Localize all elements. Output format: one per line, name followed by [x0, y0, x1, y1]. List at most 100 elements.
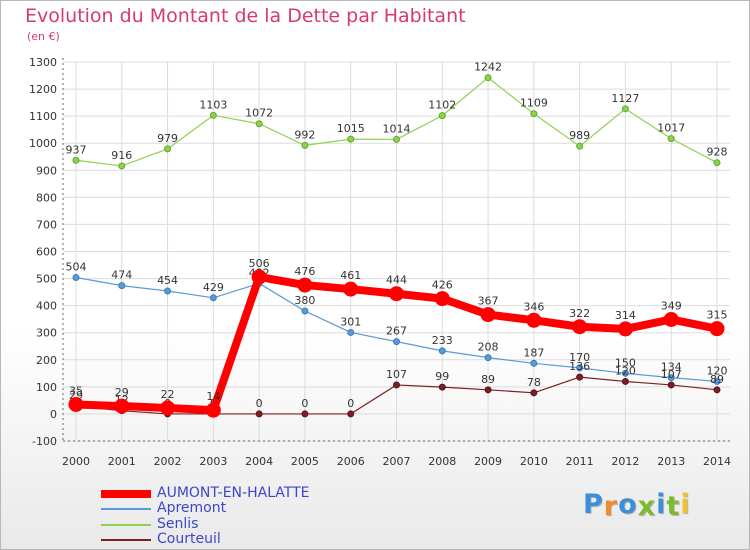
series-apremont: 5044744544294823803012672332081871701501…: [66, 260, 728, 385]
data-point: [576, 373, 584, 381]
data-label: 992: [294, 128, 315, 141]
data-point: [255, 120, 263, 128]
data-point: [343, 281, 359, 297]
data-label: 29: [115, 386, 129, 399]
logo-letter: i: [656, 489, 667, 520]
y-tick-label: 500: [36, 273, 57, 286]
data-point: [389, 286, 404, 302]
y-tick-label: 1300: [29, 56, 57, 69]
y-tick-label: 400: [36, 300, 57, 313]
data-label: 107: [386, 368, 407, 381]
data-label: 504: [66, 260, 87, 273]
data-point: [526, 312, 542, 328]
data-point: [301, 141, 309, 149]
y-tick-label: 200: [36, 354, 57, 367]
data-label: 1102: [428, 99, 456, 112]
data-label: 1015: [337, 122, 365, 135]
series-aumont-en-halatte: 35 29 22 14 506 476 461 444 426 367 346 322 314 349 31…: [68, 257, 728, 418]
legend-swatch: [101, 490, 151, 498]
data-point: [393, 381, 400, 389]
data-point: [713, 386, 721, 394]
logo-letter: i: [680, 489, 691, 520]
data-point: [438, 347, 446, 355]
data-point: [663, 311, 679, 327]
data-point: [434, 291, 450, 307]
x-tick-label: 2008: [428, 455, 456, 468]
x-tick-label: 2001: [108, 455, 136, 468]
data-label: 267: [386, 325, 407, 338]
data-label: 322: [569, 307, 590, 320]
data-point: [347, 410, 355, 418]
data-label: 916: [111, 149, 132, 162]
data-label: 1072: [245, 107, 273, 120]
data-point: [393, 135, 400, 143]
data-point: [480, 307, 496, 323]
x-tick-label: 2009: [474, 455, 502, 468]
data-label: 120: [615, 364, 636, 377]
data-label: 1127: [611, 92, 639, 105]
data-point: [251, 269, 267, 285]
logo-letter: o: [618, 489, 638, 520]
data-label: 120: [707, 364, 728, 377]
data-label: 380: [294, 294, 315, 307]
grid: [63, 61, 730, 442]
y-tick-label: 1000: [29, 137, 57, 150]
data-point: [347, 328, 355, 336]
data-point: [617, 321, 633, 337]
y-tick-label: 600: [36, 246, 57, 259]
data-label: 426: [432, 279, 453, 292]
data-point: [667, 135, 675, 143]
legend-label: AUMONT-EN-HALATTE: [157, 485, 310, 501]
data-label: 989: [569, 129, 590, 142]
data-point: [347, 135, 355, 143]
data-label: 78: [527, 376, 541, 389]
y-tick-label: -100: [32, 435, 57, 448]
legend-swatch: [101, 539, 151, 541]
data-point: [160, 400, 176, 416]
data-point: [301, 307, 309, 315]
data-label: 0: [347, 397, 354, 410]
proxiti-logo: Proxiti: [583, 489, 691, 522]
data-point: [621, 377, 629, 385]
data-label: 233: [432, 334, 453, 347]
data-label: 89: [710, 373, 724, 386]
x-tick-label: 2012: [611, 455, 639, 468]
data-label: 136: [569, 360, 590, 373]
data-label: 14: [206, 390, 220, 403]
data-label: 170: [569, 351, 590, 364]
data-label: 150: [615, 356, 636, 369]
data-point: [438, 112, 446, 120]
data-label: 314: [615, 309, 636, 322]
data-label: 1242: [474, 61, 502, 74]
data-label: 476: [294, 265, 315, 278]
x-tick-label: 2004: [245, 455, 273, 468]
data-point: [667, 374, 675, 382]
data-label: 349: [661, 299, 682, 312]
data-point: [72, 156, 80, 164]
data-point: [72, 273, 80, 281]
data-label: 99: [435, 370, 449, 383]
series-senlis: 937 916 979 1103 1072 992 1015 1014 1102 1242 1109…: [66, 61, 728, 170]
data-label: 979: [157, 132, 178, 145]
data-point: [530, 359, 538, 367]
data-label: 1014: [383, 122, 411, 135]
data-label: 134: [661, 361, 682, 374]
y-tick-label: 100: [36, 381, 57, 394]
data-label: 89: [481, 373, 495, 386]
data-point: [621, 369, 629, 377]
y-tick-label: 1200: [29, 83, 57, 96]
data-point: [68, 396, 84, 412]
data-point: [255, 410, 263, 418]
data-point: [709, 321, 725, 337]
data-label: 429: [203, 281, 224, 294]
data-point: [530, 110, 538, 118]
data-point: [118, 282, 126, 290]
data-label: 506: [249, 257, 270, 270]
y-tick-label: 900: [36, 164, 57, 177]
logo-letter: t: [666, 491, 681, 522]
x-tick-label: 2006: [337, 455, 365, 468]
y-tick-label: 1100: [29, 110, 57, 123]
legend-swatch: [101, 508, 151, 510]
x-tick-label: 2000: [62, 455, 90, 468]
